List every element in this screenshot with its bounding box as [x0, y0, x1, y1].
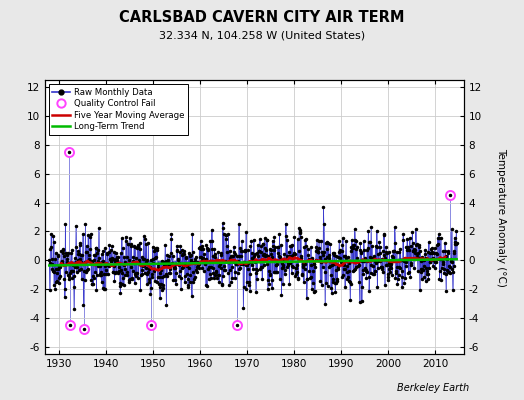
Legend: Raw Monthly Data, Quality Control Fail, Five Year Moving Average, Long-Term Tren: Raw Monthly Data, Quality Control Fail, …: [49, 84, 188, 135]
Y-axis label: Temperature Anomaly (°C): Temperature Anomaly (°C): [496, 148, 506, 286]
Text: CARLSBAD CAVERN CITY AIR TERM: CARLSBAD CAVERN CITY AIR TERM: [119, 10, 405, 25]
Text: Berkeley Earth: Berkeley Earth: [397, 383, 469, 393]
Text: 32.334 N, 104.258 W (United States): 32.334 N, 104.258 W (United States): [159, 30, 365, 40]
